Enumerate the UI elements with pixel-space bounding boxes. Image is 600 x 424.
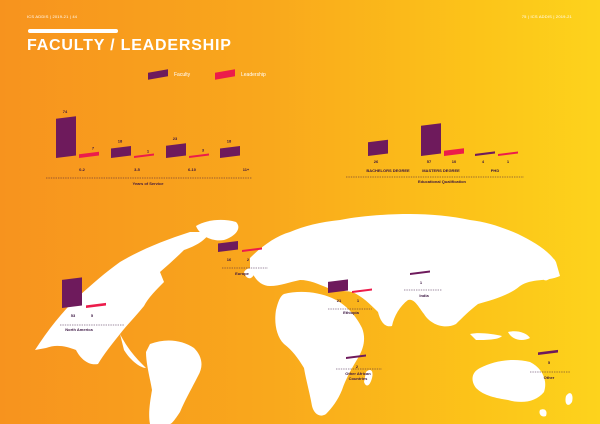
tick-years-3-5: 3-5 [134,167,141,172]
tick-years-0-2: 0-2 [79,167,86,172]
bar-value-years-3-5-leadership: 1 [147,148,150,153]
bar-value-edu-masters-degree-leadership: 10 [452,159,457,164]
bar-value-years-11-faculty: 18 [227,138,232,143]
region-label-ethiopia: Ethiopia [343,310,360,315]
bar-origin-india-faculty [410,270,430,275]
region-label-india: India [419,293,429,298]
legend-faculty: Faculty [148,69,191,80]
legend-leadership-label: Leadership [241,71,266,78]
bar-edu-masters-degree-faculty [421,123,441,156]
bar-edu-bachelors-degree-faculty [368,139,388,156]
bar-origin-ethiopia-faculty [328,279,348,293]
region-label-europe: Europe [235,271,250,276]
legend-leadership: Leadership [215,69,266,80]
bar-value-years-0-2-leadership: 7 [92,145,95,150]
bar-value-origin-north-america-faculty: 53 [71,313,76,318]
region-label-other-african-countries-line2: Countries [349,376,368,381]
bar-origin-other-faculty [538,349,558,355]
tick-edu-phd: PHD [491,168,500,173]
bar-origin-north-america-leadership [86,302,106,308]
bar-value-edu-phd-leadership: 1 [507,159,510,164]
bar-value-origin-ethiopia-faculty: 21 [337,298,342,303]
legend-faculty-label: Faculty [174,71,191,78]
bar-value-origin-europe-leadership: 2 [247,257,250,262]
world-map [35,214,573,424]
title-bar [28,29,118,33]
bar-value-origin-india-faculty: 1 [420,280,423,285]
bar-edu-phd-faculty [475,151,495,156]
bar-value-years-0-2-faculty: 74 [63,109,68,114]
bar-years-6-10-faculty [166,143,186,158]
bar-origin-north-america-faculty [62,277,82,308]
tick-years-11: 11+ [243,167,250,172]
page-title: FACULTY / LEADERSHIP [27,37,232,54]
bar-years-6-10-leadership [189,153,209,158]
tick-years-6-10: 6-10 [188,167,197,172]
region-label-other-african-countries-line1: Other African [345,371,371,376]
bar-years-11-faculty [220,145,240,158]
bar-value-origin-europe-faculty: 16 [227,257,232,262]
bar-years-0-2-faculty [56,116,76,158]
bar-edu-masters-degree-leadership [444,148,464,156]
bar-origin-other-african-countries-faculty [346,354,366,359]
bar-years-3-5-leadership [134,153,154,158]
bar-value-edu-bachelors-degree-faculty: 26 [374,159,379,164]
bar-years-0-2-leadership [79,151,99,158]
bar-value-edu-phd-faculty: 4 [482,159,485,164]
bar-value-edu-masters-degree-faculty: 57 [427,159,432,164]
bar-value-origin-other-african-countries-faculty: 2 [356,364,359,369]
axis-label-edu: Educational Qualification [418,179,467,184]
bar-value-years-6-10-leadership: 3 [202,147,205,152]
bar-value-years-3-5-faculty: 18 [118,138,123,143]
bar-value-origin-ethiopia-leadership: 1 [357,298,360,303]
bar-value-origin-other-faculty: 5 [548,360,551,365]
bar-value-years-6-10-faculty: 23 [173,136,178,141]
axis-label-years: Years of Service [133,181,165,186]
tick-edu-masters-degree: MASTERS DEGREE [422,168,460,173]
header-left: ICS ADDIS | 2019-21 | 44 [27,14,78,19]
bar-origin-europe-faculty [218,241,238,252]
tick-edu-bachelors-degree: BACHELORS DEGREE [366,168,410,173]
chart-layer: 74 7 0-2 18 1 3-5 23 3 6-10 18 11+ Years of Service… [46,109,570,381]
bar-origin-ethiopia-leadership [352,288,372,293]
header-right: 75 | ICS ADDIS | 2019-21 [521,14,572,19]
bar-origin-europe-leadership [242,247,262,252]
bar-value-origin-north-america-leadership: 5 [91,313,94,318]
bar-years-3-5-faculty [111,145,131,158]
region-label-north-america: North America [65,327,93,332]
region-label-other: Other [544,375,555,380]
bar-edu-phd-leadership [498,151,518,156]
